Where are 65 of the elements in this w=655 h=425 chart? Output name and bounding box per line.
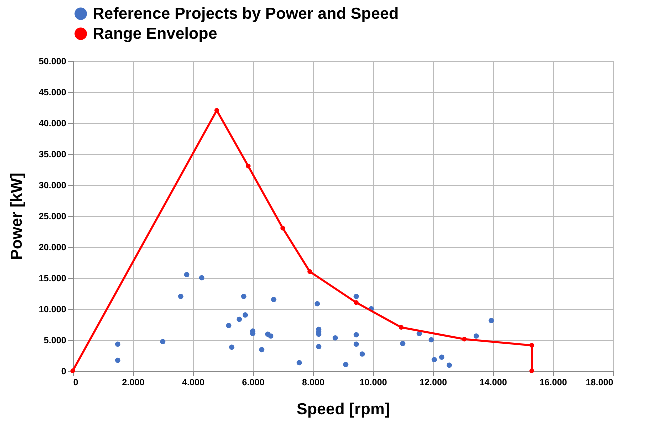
point: [354, 332, 360, 338]
point: [242, 312, 248, 318]
point: [236, 316, 242, 322]
point: [70, 368, 76, 374]
point: [474, 334, 480, 339]
y-tick-label: 30.000: [38, 180, 66, 190]
point: [354, 300, 359, 306]
y-tick-label: 15.000: [38, 274, 66, 284]
point: [308, 269, 312, 274]
point: [332, 336, 338, 341]
y-tick-label: 20.000: [38, 242, 66, 252]
x-tick-label: 18.000: [586, 378, 614, 388]
x-axis-title: Speed [rpm]: [296, 402, 390, 418]
point: [488, 318, 494, 324]
point: [199, 275, 205, 281]
point: [184, 272, 190, 278]
point: [271, 297, 277, 302]
point: [354, 342, 360, 347]
x-tick-label: 16.000: [540, 378, 568, 388]
y-tick-label: 35.000: [38, 150, 66, 160]
point: [354, 294, 360, 300]
x-tick-label: 4.000: [182, 378, 205, 388]
point: [462, 337, 467, 342]
x-tick-label: 6.000: [242, 378, 265, 388]
point: [160, 339, 166, 344]
y-tick-label: 40.000: [38, 118, 66, 128]
y-tick-label: 50.000: [38, 56, 66, 66]
point: [259, 347, 265, 353]
y-tick-label: 0: [61, 366, 66, 376]
point: [530, 343, 534, 348]
point: [400, 341, 406, 346]
point: [241, 294, 247, 300]
point: [178, 294, 184, 300]
x-tick-label: 14.000: [480, 378, 508, 388]
point: [343, 362, 349, 368]
point: [360, 352, 366, 357]
point: [316, 344, 322, 350]
point: [246, 164, 251, 169]
x-tick-label: 10.000: [360, 378, 388, 388]
y-axis-title: Power [kW]: [8, 172, 26, 260]
point: [226, 323, 232, 328]
legend-label: Range Envelope: [93, 26, 218, 43]
legend-label: Reference Projects by Power and Speed: [93, 6, 399, 23]
point: [439, 354, 445, 360]
point: [432, 357, 438, 362]
x-tick-label: 2.000: [122, 378, 145, 388]
point: [268, 334, 274, 339]
x-tick-label: 0: [74, 378, 79, 388]
point: [399, 325, 404, 330]
point: [115, 358, 121, 364]
point: [280, 226, 286, 231]
point: [296, 360, 302, 366]
y-tick-label: 45.000: [38, 88, 66, 98]
point: [314, 301, 320, 307]
x-tick-label: 12.000: [420, 378, 448, 388]
y-tick-label: 5.000: [44, 336, 66, 346]
point: [214, 108, 220, 113]
point: [115, 342, 121, 347]
point: [446, 362, 452, 368]
point: [530, 368, 534, 374]
x-tick-label: 8.000: [302, 378, 325, 388]
y-tick-label: 25.000: [38, 212, 66, 222]
y-tick-label: 10.000: [38, 304, 66, 314]
point: [428, 337, 434, 343]
point: [229, 344, 235, 350]
